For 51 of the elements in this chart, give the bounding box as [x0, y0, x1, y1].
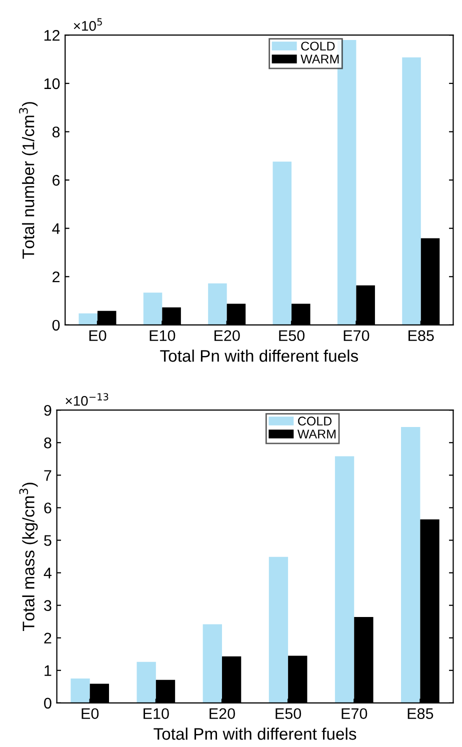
legend-label: COLD: [301, 42, 335, 51]
x-tick-label: E20: [214, 330, 240, 342]
y-tick-label: 0: [44, 698, 52, 709]
x-tick-label: E10: [150, 330, 176, 342]
text: ×10$^{5}$: [74, 18, 102, 31]
legend-label: WARM: [300, 54, 339, 64]
text: ×10$^{−13}$: [66, 393, 108, 406]
x-tick-label: E50: [276, 708, 302, 720]
bar: [272, 162, 292, 325]
y-tick-label: 2: [52, 272, 60, 282]
bar: [208, 283, 227, 325]
bar: [78, 313, 98, 325]
y-tick-label: 5: [44, 535, 52, 546]
bar: [143, 292, 162, 325]
x-tick-label: E50: [279, 330, 305, 342]
bar: [136, 662, 156, 703]
x-tick-label: E70: [342, 708, 368, 720]
y-tick-label: 10: [44, 78, 60, 90]
bar: [268, 556, 288, 703]
legend-label: COLD: [298, 416, 332, 426]
y-tick-label: 6: [44, 502, 52, 514]
x-tick-label: E10: [144, 708, 169, 720]
y-tick-label: 4: [52, 223, 60, 234]
x-tick-label: E70: [344, 330, 370, 342]
bar: [337, 40, 356, 325]
y-tick-label: 9: [44, 404, 52, 416]
y-axis-title: Total number (1/cm$^{3}$): [19, 102, 38, 259]
x-tick-label: E85: [408, 330, 434, 342]
bar: [334, 456, 354, 703]
y-axis-title: Total mass (kg/cm$^{3}$): [19, 482, 38, 632]
bar: [402, 57, 421, 325]
x-tick-label: E20: [210, 708, 235, 720]
x-tick-label: E0: [89, 330, 106, 342]
bar: [401, 427, 420, 703]
x-tick-label: E0: [82, 708, 99, 720]
y-tick-label: 0: [52, 320, 60, 331]
y-tick-label: 12: [44, 30, 60, 41]
y-tick-label: 3: [44, 600, 52, 612]
y-tick-label: 7: [44, 470, 52, 481]
y-tick-label: 4: [44, 568, 52, 578]
bar: [70, 678, 90, 703]
y-tick-label: 2: [44, 632, 52, 644]
bar: [202, 624, 222, 703]
x-axis-title: Total Pn with different fuels: [160, 350, 358, 362]
x-tick-label: E85: [408, 708, 434, 720]
x-axis-title: Total Pm with different fuels: [154, 728, 356, 740]
y-tick-label: 1: [44, 665, 52, 676]
y-tick-label: 8: [44, 438, 52, 448]
y-tick-label: 6: [52, 174, 60, 186]
legend-label: WARM: [297, 430, 336, 438]
y-tick-label: 8: [52, 126, 60, 138]
